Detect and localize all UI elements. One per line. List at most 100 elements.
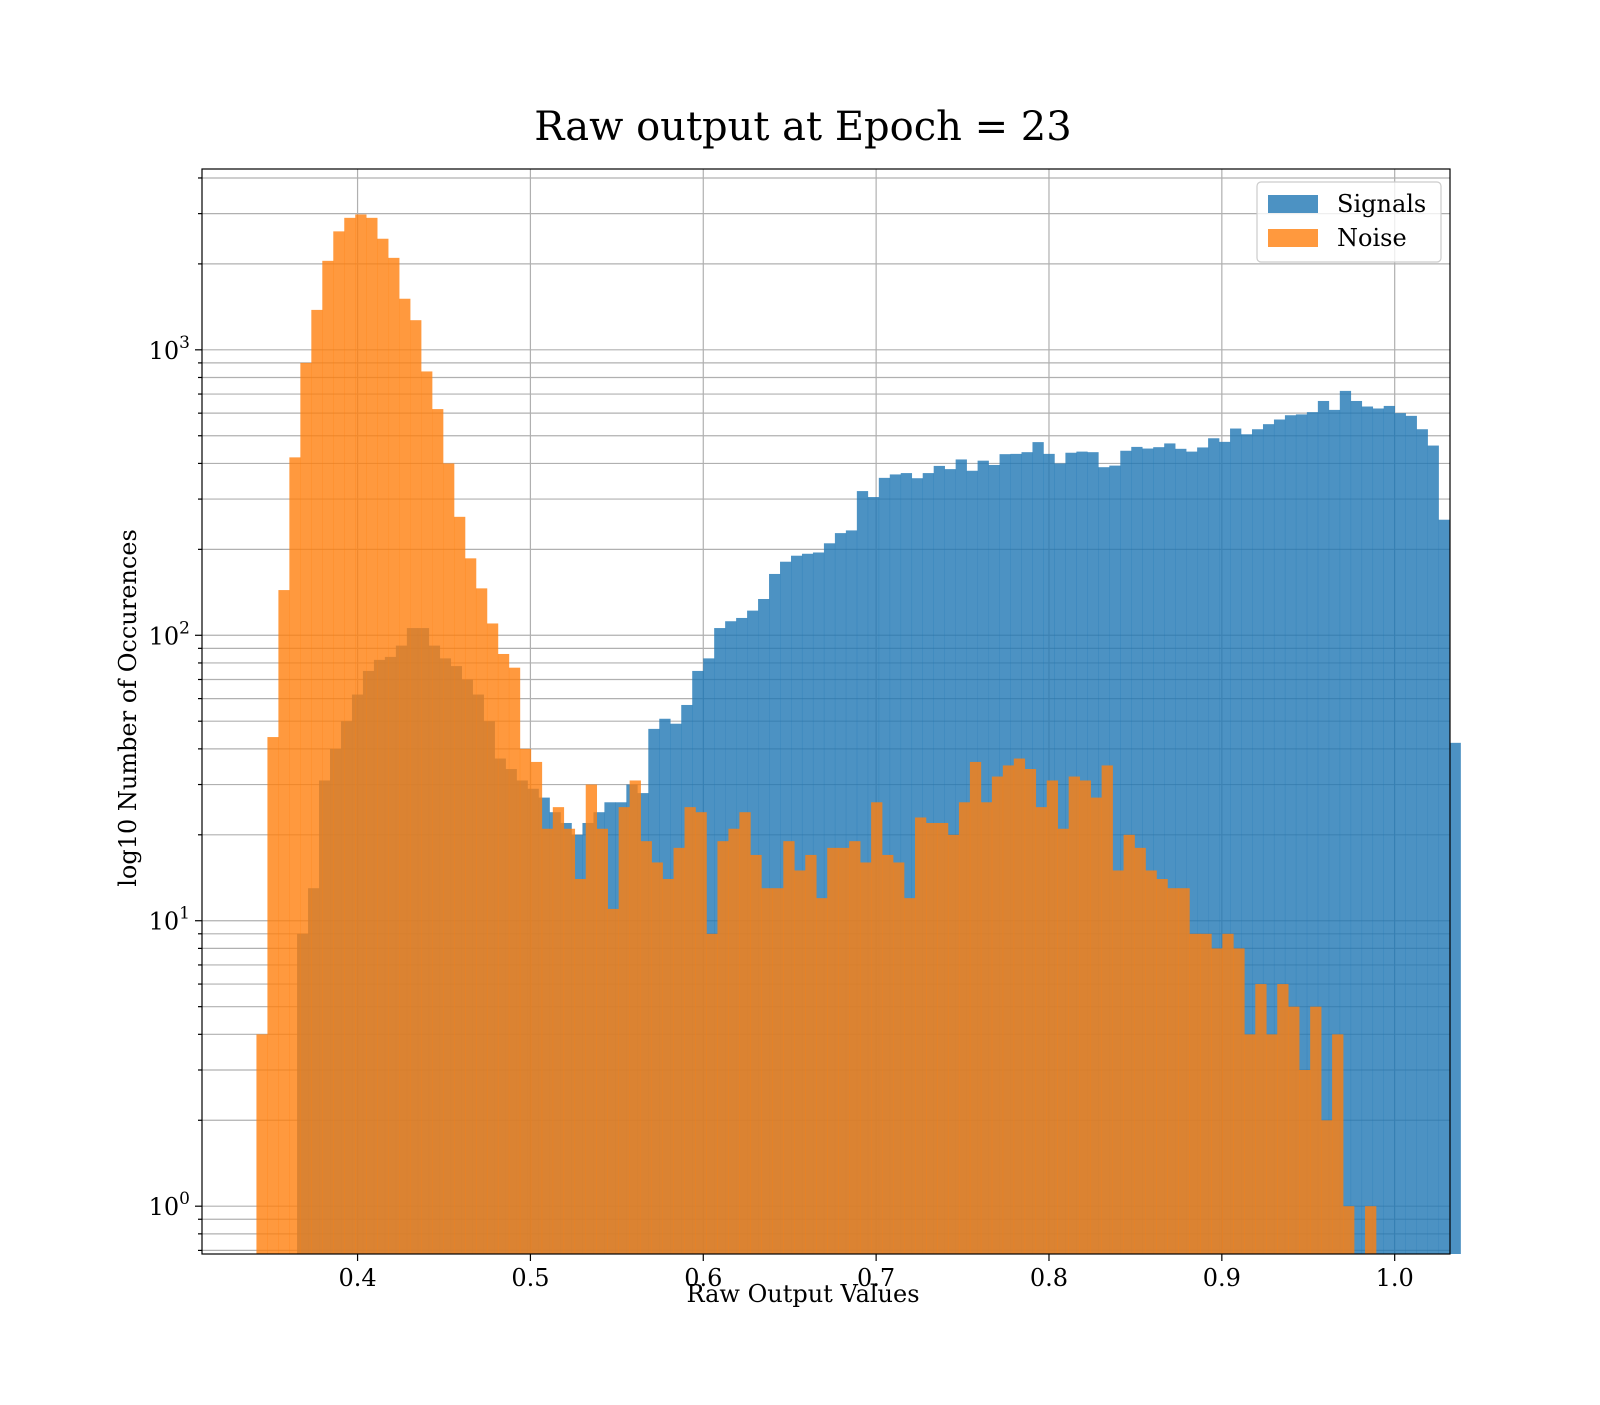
bar-noise-9	[355, 214, 367, 1254]
bar-signals-98	[1372, 408, 1385, 1255]
bar-noise-72	[1046, 780, 1059, 1254]
bar-noise-53	[838, 847, 850, 1254]
bar-signals-82	[1197, 447, 1209, 1254]
bar-signals-86	[1241, 434, 1253, 1255]
bar-noise-93	[1277, 984, 1289, 1254]
bar-noise-78	[1112, 870, 1124, 1254]
bar-noise-27	[552, 807, 565, 1254]
bar-noise-83	[1167, 888, 1179, 1254]
bar-noise-2	[278, 590, 290, 1254]
bar-noise-76	[1090, 797, 1102, 1254]
bar-signals-84	[1219, 441, 1231, 1254]
bar-noise-67	[991, 776, 1004, 1254]
bar-noise-29	[574, 879, 587, 1254]
bar-noise-71	[1035, 807, 1048, 1254]
bar-noise-20	[475, 588, 488, 1254]
bar-noise-88	[1222, 933, 1234, 1254]
bar-noise-63	[947, 834, 960, 1254]
bar-noise-95	[1299, 1069, 1311, 1254]
bar-noise-40	[695, 812, 707, 1254]
bar-noise-55	[860, 862, 872, 1254]
bar-noise-52	[827, 847, 839, 1254]
bar-noise-19	[464, 558, 477, 1254]
legend: Signals Noise	[1256, 181, 1442, 263]
bar-noise-18	[454, 516, 466, 1254]
bar-signals-101	[1405, 415, 1417, 1254]
y-tick-label: 102	[149, 618, 190, 650]
y-axis-label: log10 Number of Occurences	[114, 529, 142, 887]
bar-noise-17	[443, 463, 455, 1254]
x-tick-label: 0.8	[1030, 1264, 1068, 1292]
bar-noise-44	[739, 812, 751, 1254]
bar-signals-85	[1230, 428, 1242, 1255]
bar-noise-47	[772, 888, 784, 1254]
bar-noise-92	[1266, 1034, 1278, 1254]
bar-noise-58	[893, 862, 905, 1254]
bar-noise-62	[936, 822, 949, 1254]
bar-noise-14	[410, 320, 422, 1254]
bar-signals-102	[1416, 429, 1428, 1255]
bar-noise-24	[519, 748, 532, 1254]
bar-noise-0	[256, 1034, 268, 1254]
bar-signals-99	[1383, 405, 1395, 1254]
y-tick-label: 103	[149, 333, 190, 365]
bar-noise-84	[1178, 888, 1190, 1254]
bar-noise-36	[651, 862, 663, 1254]
bar-noise-68	[1002, 765, 1015, 1254]
bar-noise-21	[486, 623, 499, 1254]
bar-noise-1	[267, 737, 279, 1254]
bar-noise-80	[1134, 847, 1146, 1254]
y-tick-label: 101	[149, 904, 190, 936]
bar-noise-15	[421, 371, 433, 1254]
x-tick-label: 0.6	[684, 1264, 722, 1292]
x-tick-label: 1.0	[1376, 1264, 1414, 1292]
bar-signals-105	[1449, 742, 1461, 1254]
bar-noise-33	[618, 807, 630, 1254]
bar-noise-35	[640, 841, 652, 1254]
bar-noise-39	[684, 807, 696, 1254]
bar-noise-13	[399, 298, 411, 1254]
bar-signals-95	[1339, 390, 1352, 1255]
bar-signals-90	[1284, 415, 1297, 1254]
bar-signals-92	[1306, 412, 1319, 1254]
bar-noise-37	[662, 879, 674, 1254]
bar-noise-82	[1156, 879, 1168, 1254]
bar-signals-55	[900, 473, 913, 1254]
bar-noise-86	[1200, 933, 1212, 1254]
bar-noise-41	[706, 933, 718, 1254]
bar-noise-98	[1332, 1034, 1344, 1254]
bar-signals-80	[1175, 448, 1187, 1254]
y-tick-label: 100	[149, 1189, 190, 1221]
bar-noise-16	[432, 409, 444, 1254]
bar-signals-81	[1186, 451, 1198, 1254]
bar-noise-56	[871, 802, 883, 1254]
bar-noise-61	[925, 822, 938, 1254]
series-noise	[256, 214, 1377, 1255]
bar-noise-32	[607, 908, 619, 1254]
bar-noise-81	[1145, 870, 1157, 1254]
x-tick-label: 0.5	[511, 1264, 549, 1292]
legend-swatch-noise	[1268, 229, 1318, 247]
bar-noise-59	[904, 898, 916, 1254]
bar-signals-79	[1164, 443, 1176, 1254]
bar-noise-54	[849, 841, 861, 1254]
bar-noise-51	[816, 898, 828, 1254]
bar-signals-93	[1317, 400, 1330, 1254]
bar-noise-34	[629, 780, 641, 1254]
bar-noise-46	[761, 888, 773, 1254]
bar-signals-100	[1394, 413, 1406, 1254]
bar-noise-30	[585, 784, 598, 1254]
bar-noise-69	[1013, 758, 1026, 1254]
bar-noise-45	[750, 854, 762, 1254]
bar-noise-97	[1321, 1120, 1333, 1254]
bar-signals-87	[1251, 429, 1264, 1255]
x-tick-label: 0.9	[1203, 1264, 1241, 1292]
bar-signals-96	[1350, 400, 1363, 1254]
bar-signals-83	[1208, 438, 1220, 1254]
bar-noise-3	[289, 457, 301, 1254]
bar-noise-50	[805, 854, 817, 1254]
bar-noise-8	[344, 217, 356, 1255]
bar-signals-94	[1328, 409, 1341, 1254]
bar-noise-12	[388, 257, 400, 1254]
bar-noise-48	[783, 841, 795, 1254]
